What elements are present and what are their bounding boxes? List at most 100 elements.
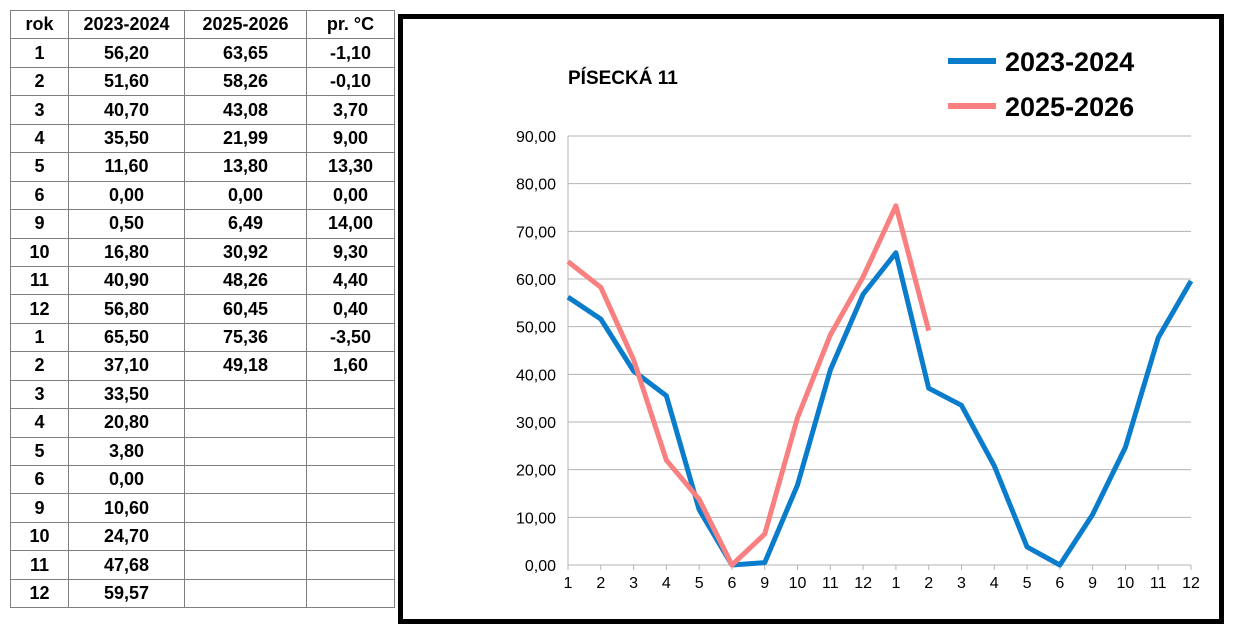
month-cell: 11 (10, 550, 69, 580)
header-rok: rok (10, 9, 69, 40)
month-cell: 5 (10, 436, 69, 467)
y-tick-label: 20,00 (516, 463, 556, 480)
temperature-cell: 3,70 (306, 95, 395, 125)
y-tick-label: 90,00 (516, 129, 556, 146)
value-2025-2026-cell (184, 578, 307, 609)
table-row: 11 47,68 (10, 550, 395, 580)
value-2025-2026-cell (184, 408, 307, 438)
table-row: 2 37,10 49,18 1,60 (10, 351, 395, 381)
x-tick-label: 2 (924, 575, 933, 592)
legend-label-2023-2024: 2023-2024 (1005, 47, 1134, 77)
value-2025-2026-cell: 0,00 (184, 180, 307, 211)
header-2023-2024: 2023-2024 (68, 9, 185, 40)
temperature-cell (306, 436, 395, 467)
temperature-cell: -3,50 (306, 322, 395, 353)
value-2025-2026-cell: 48,26 (184, 265, 307, 296)
table-row: 4 20,80 (10, 408, 395, 438)
y-tick-label: 50,00 (516, 320, 556, 337)
y-tick-label: 80,00 (516, 177, 556, 194)
month-cell: 6 (10, 180, 69, 211)
x-tick-label: 3 (957, 575, 966, 592)
value-2025-2026-cell: 13,80 (184, 152, 307, 182)
table-row: 5 11,60 13,80 13,30 (10, 152, 395, 182)
month-cell: 10 (10, 521, 69, 552)
x-tick-label: 11 (822, 575, 839, 592)
month-cell: 2 (10, 351, 69, 381)
table-row: 9 0,50 6,49 14,00 (10, 209, 395, 239)
x-tick-label: 3 (629, 575, 638, 592)
x-tick-label: 5 (695, 575, 704, 592)
value-2025-2026-cell: 21,99 (184, 123, 307, 154)
table-row: 10 24,70 (10, 521, 395, 552)
table-row: 5 3,80 (10, 436, 395, 467)
value-2023-2024-cell: 35,50 (68, 123, 185, 154)
x-tick-label: 1 (564, 575, 573, 592)
x-tick-label: 4 (990, 575, 999, 592)
table-row: 11 40,90 48,26 4,40 (10, 265, 395, 296)
temperature-cell: 4,40 (306, 265, 395, 296)
value-2023-2024-cell: 33,50 (68, 379, 185, 410)
value-2023-2024-cell: 56,20 (68, 38, 185, 68)
month-cell: 3 (10, 95, 69, 125)
value-2023-2024-cell: 0,50 (68, 209, 185, 239)
x-tick-label: 6 (727, 575, 736, 592)
month-cell: 1 (10, 322, 69, 353)
data-table: rok 2023-2024 2025-2026 pr. °C 1 56,20 63,… (10, 9, 395, 609)
x-tick-label: 10 (1117, 575, 1135, 592)
value-2023-2024-cell: 59,57 (68, 578, 185, 609)
month-cell: 12 (10, 294, 69, 324)
value-2023-2024-cell: 56,80 (68, 294, 185, 324)
x-tick-label: 2 (596, 575, 605, 592)
temperature-cell (306, 550, 395, 580)
value-2023-2024-cell: 3,80 (68, 436, 185, 467)
value-2025-2026-cell (184, 550, 307, 580)
temperature-cell: 9,00 (306, 123, 395, 154)
chart-title: PÍSECKÁ 11 (568, 67, 678, 89)
x-tick-label: 12 (1182, 575, 1200, 592)
value-2023-2024-cell: 0,00 (68, 464, 185, 495)
temperature-cell (306, 521, 395, 552)
month-cell: 10 (10, 237, 69, 267)
value-2023-2024-cell: 51,60 (68, 66, 185, 97)
value-2023-2024-cell: 16,80 (68, 237, 185, 267)
temperature-cell (306, 493, 395, 523)
month-cell: 1 (10, 38, 69, 68)
table-row: 9 10,60 (10, 493, 395, 523)
table-row: 6 0,00 0,00 0,00 (10, 180, 395, 211)
month-cell: 2 (10, 66, 69, 97)
value-2023-2024-cell: 10,60 (68, 493, 185, 523)
table-row: 1 56,20 63,65 -1,10 (10, 38, 395, 68)
value-2023-2024-cell: 40,90 (68, 265, 185, 296)
month-cell: 11 (10, 265, 69, 296)
temperature-cell: -1,10 (306, 38, 395, 68)
value-2025-2026-cell (184, 379, 307, 410)
x-tick-label: 4 (662, 575, 671, 592)
month-cell: 5 (10, 152, 69, 182)
value-2025-2026-cell: 58,26 (184, 66, 307, 97)
x-tick-label: 9 (1088, 575, 1097, 592)
month-cell: 12 (10, 578, 69, 609)
value-2025-2026-cell (184, 493, 307, 523)
x-tick-label: 1 (891, 575, 900, 592)
table-header-row: rok 2023-2024 2025-2026 pr. °C (10, 9, 395, 40)
value-2023-2024-cell: 20,80 (68, 408, 185, 438)
value-2025-2026-cell: 60,45 (184, 294, 307, 324)
value-2023-2024-cell: 40,70 (68, 95, 185, 125)
temperature-cell: 14,00 (306, 209, 395, 239)
series-line-2023-2024 (566, 250, 1194, 568)
value-2025-2026-cell: 63,65 (184, 38, 307, 68)
value-2025-2026-cell (184, 464, 307, 495)
table-row: 12 59,57 (10, 578, 395, 609)
value-2025-2026-cell: 75,36 (184, 322, 307, 353)
month-cell: 3 (10, 379, 69, 410)
x-tick-label: 12 (854, 575, 872, 592)
value-2025-2026-cell: 6,49 (184, 209, 307, 239)
table-row: 3 40,70 43,08 3,70 (10, 95, 395, 125)
temperature-cell (306, 578, 395, 609)
y-tick-label: 40,00 (516, 367, 556, 384)
x-tick-label: 6 (1055, 575, 1064, 592)
table-row: 2 51,60 58,26 -0,10 (10, 66, 395, 97)
x-tick-label: 5 (1023, 575, 1032, 592)
table-row: 3 33,50 (10, 379, 395, 410)
temperature-cell (306, 379, 395, 410)
